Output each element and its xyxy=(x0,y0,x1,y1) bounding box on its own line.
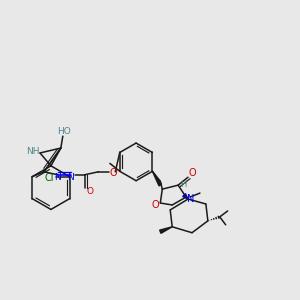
Polygon shape xyxy=(152,171,162,186)
Text: N: N xyxy=(187,194,195,204)
Polygon shape xyxy=(160,227,172,233)
Text: O: O xyxy=(152,200,159,210)
Text: O: O xyxy=(188,168,196,178)
Polygon shape xyxy=(183,194,188,199)
Text: N: N xyxy=(54,173,61,182)
Text: HO: HO xyxy=(57,127,71,136)
Text: Cl: Cl xyxy=(44,173,54,183)
Text: N: N xyxy=(67,173,74,182)
Text: O: O xyxy=(86,187,93,196)
Text: O: O xyxy=(110,168,117,178)
Text: H: H xyxy=(180,180,186,189)
Text: NH: NH xyxy=(26,148,40,157)
